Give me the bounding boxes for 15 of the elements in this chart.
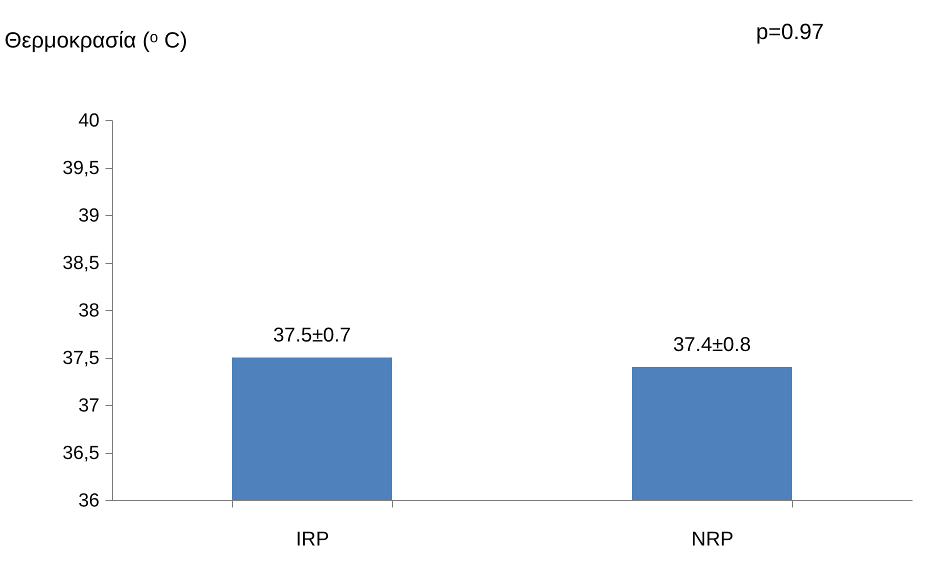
text: p=0.97 — [756, 19, 824, 44]
y-tick-label: 39 — [78, 206, 100, 226]
y-tick-label: 37,5 — [62, 348, 100, 369]
x-tick-label: IRP — [296, 528, 330, 550]
x-tick-label: NRP — [691, 528, 734, 550]
y-tick-label: 39,5 — [62, 158, 100, 179]
data-label: 37.4±0.8 — [673, 334, 751, 356]
y-tick-label: 40 — [78, 110, 100, 132]
y-tick-label: 38 — [78, 300, 100, 322]
y-tick-label: 36,5 — [62, 443, 100, 464]
data-label: 37.5±0.7 — [273, 324, 351, 346]
y-tick-label: 38,5 — [62, 253, 100, 274]
y-tick-label: 36 — [78, 490, 100, 512]
y-axis-title: Θερμοκρασία (ᵒ C) — [4, 28, 188, 52]
y-tick-label: 37 — [78, 396, 100, 416]
